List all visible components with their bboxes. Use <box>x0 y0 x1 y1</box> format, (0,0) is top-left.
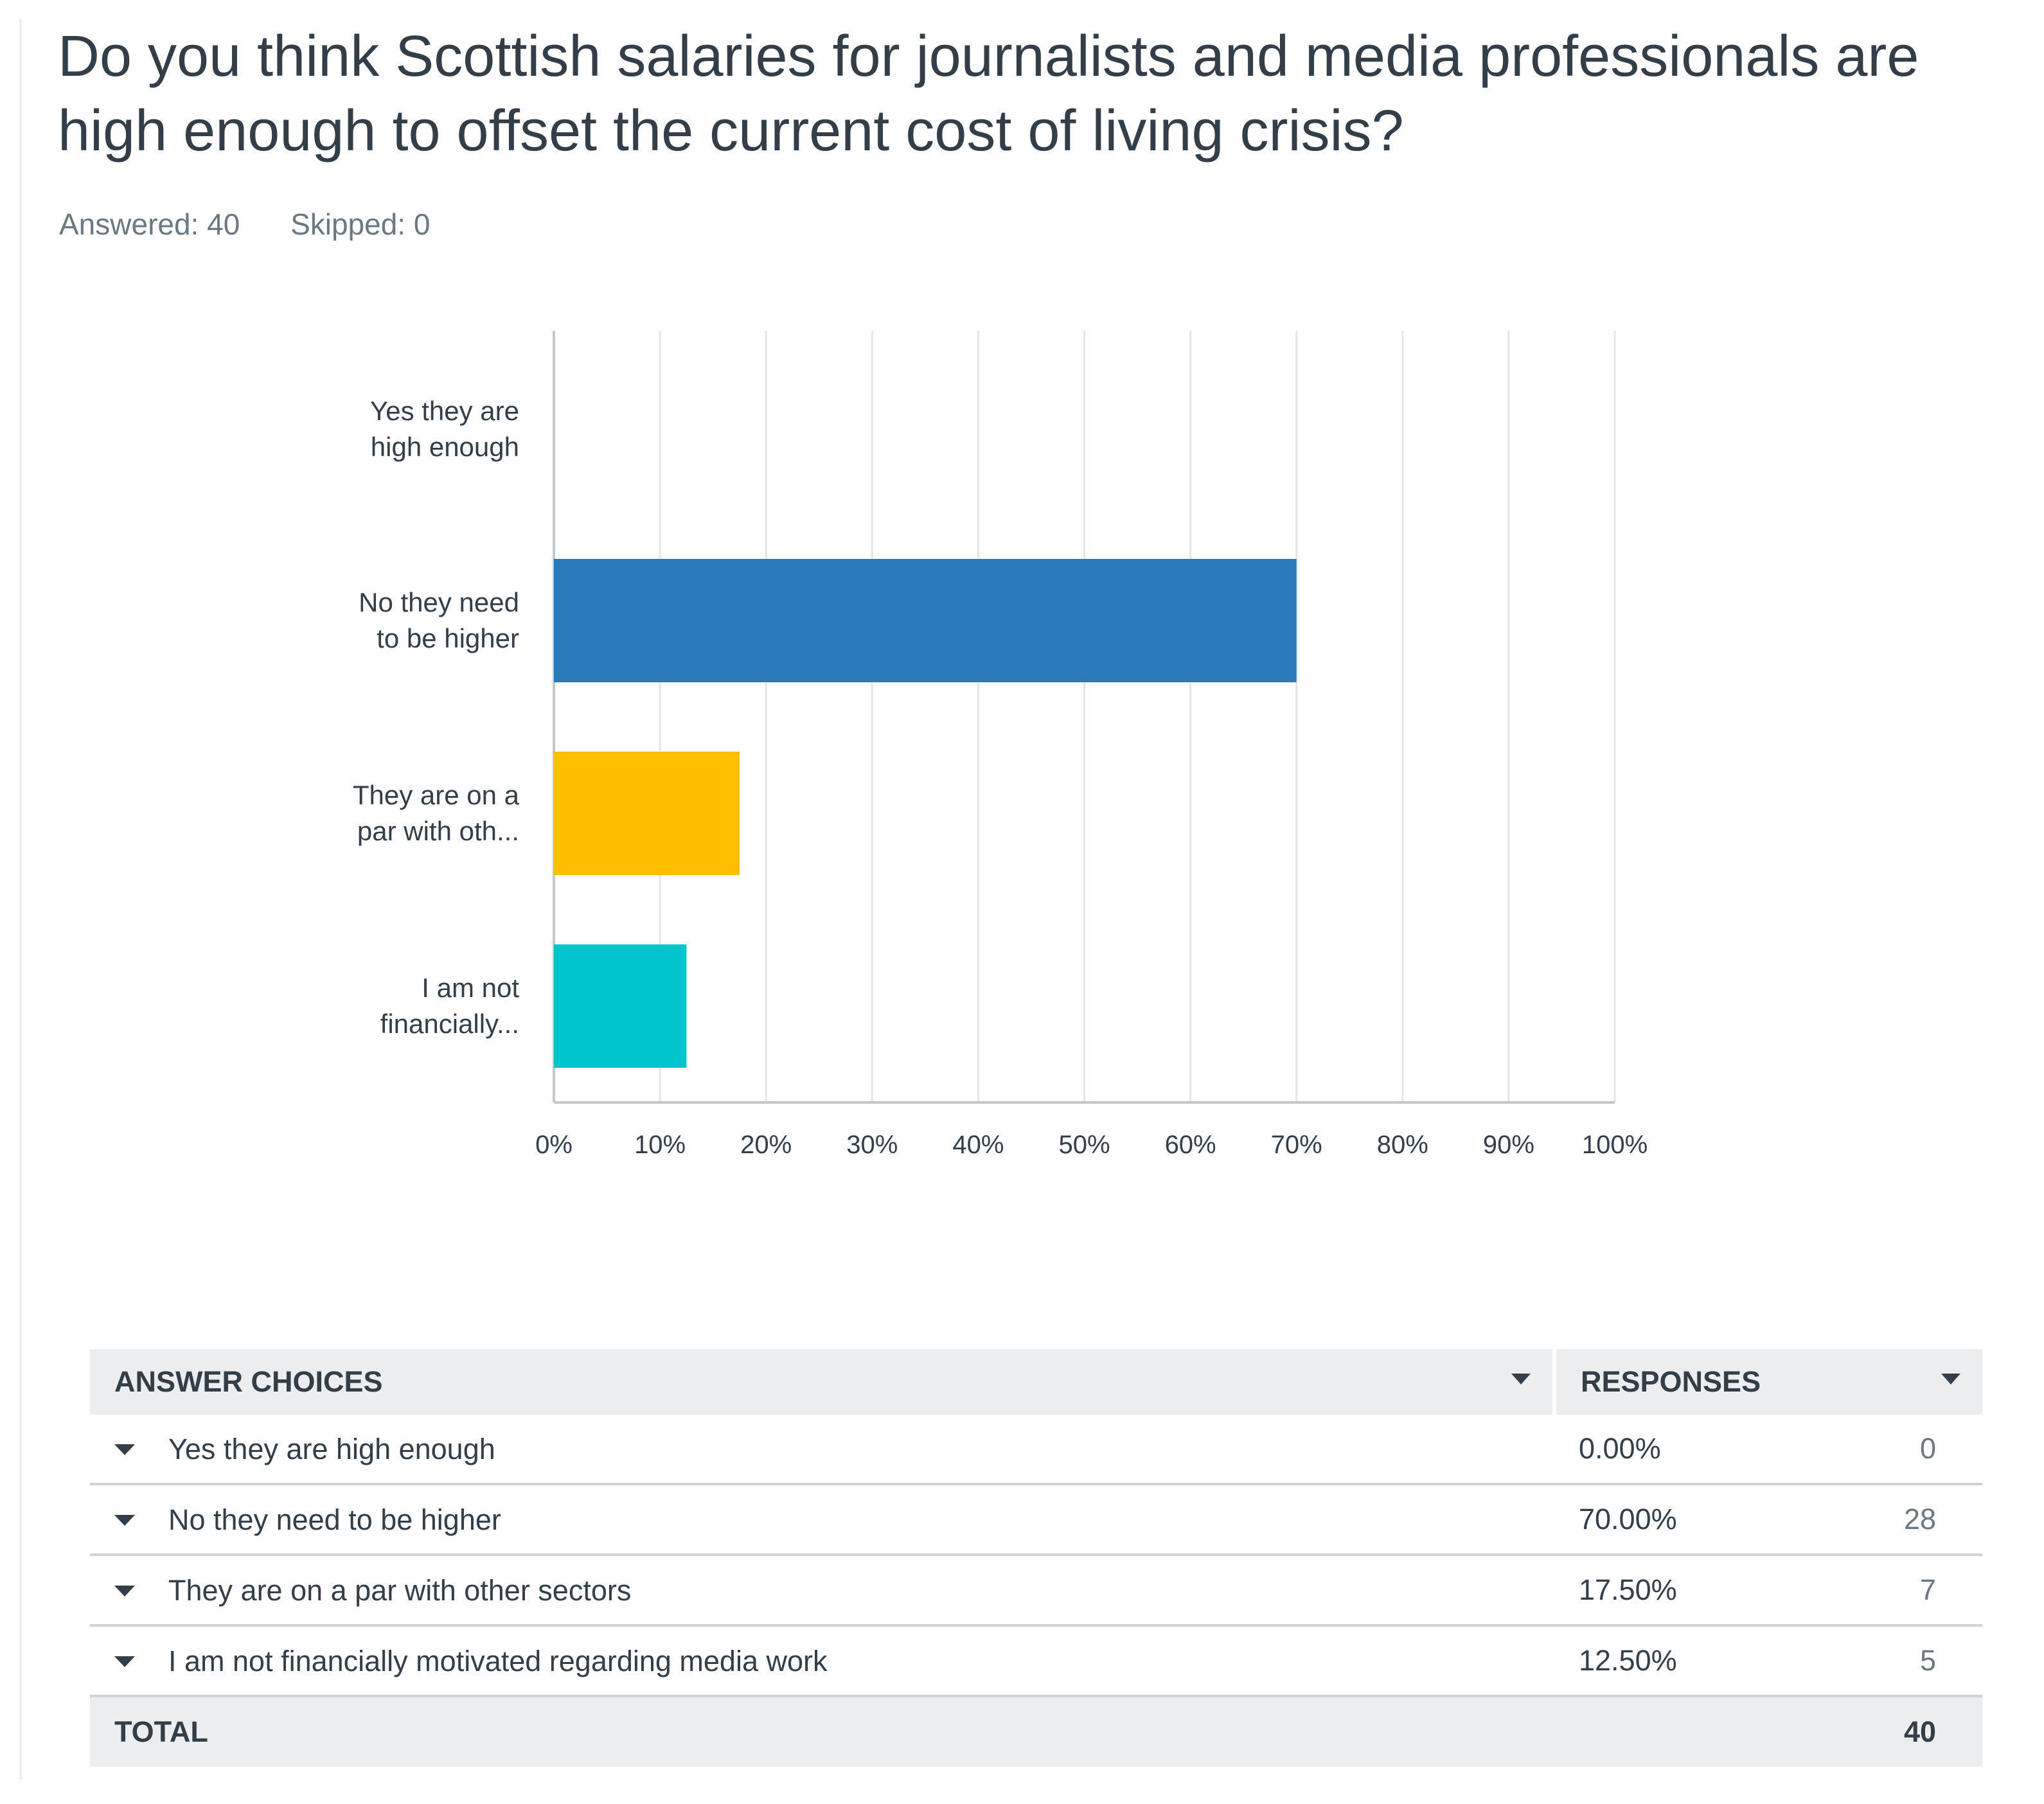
bar-chart: 0% 10% 20% 30% 40% 50% 60% 70% 80% 90% 100% Yes the… <box>353 331 1648 1159</box>
category-label-line: high enough <box>371 432 519 462</box>
response-count: 5 <box>1814 1625 1982 1697</box>
results-table: ANSWER CHOICES RESPONSES Yes they are hi… <box>90 1349 1982 1767</box>
sort-caret-icon[interactable] <box>1511 1374 1531 1384</box>
table-row: No they need to be higher 70.00% 28 <box>90 1484 1982 1556</box>
category-label-line: They are on a <box>353 780 520 810</box>
answer-choice-cell: I am not financially motivated regarding… <box>90 1625 1554 1697</box>
response-count: 7 <box>1814 1555 1982 1627</box>
table-row: They are on a par with other sectors 17.… <box>90 1555 1982 1627</box>
answer-choice-text: Yes they are high enough <box>168 1433 495 1466</box>
answer-choice-cell: They are on a par with other sectors <box>90 1555 1554 1627</box>
category-label-line: I am not <box>422 973 519 1003</box>
x-tick-label: 20% <box>740 1131 792 1159</box>
x-tick-label: 100% <box>1582 1131 1648 1159</box>
answer-choice-text: I am not financially motivated regarding… <box>168 1645 828 1678</box>
x-tick-label: 60% <box>1165 1131 1216 1159</box>
x-tick-label: 90% <box>1483 1131 1534 1159</box>
table-row: Yes they are high enough 0.00% 0 <box>90 1415 1982 1485</box>
category-label: They are on a par with oth... <box>353 780 520 846</box>
answer-choice-text: No they need to be higher <box>168 1503 501 1537</box>
x-tick-label: 10% <box>634 1131 686 1159</box>
x-tick-label: 70% <box>1271 1131 1322 1159</box>
expand-caret-icon[interactable] <box>114 1586 135 1597</box>
answer-choice-cell: Yes they are high enough <box>90 1415 1554 1485</box>
x-tick-label: 80% <box>1377 1131 1428 1159</box>
response-count: 0 <box>1814 1415 1982 1485</box>
expand-caret-icon[interactable] <box>114 1444 135 1456</box>
sort-caret-icon[interactable] <box>1941 1374 1960 1384</box>
category-label-line: to be higher <box>377 623 519 653</box>
table-row: I am not financially motivated regarding… <box>90 1625 1982 1697</box>
category-label-line: financially... <box>380 1009 519 1039</box>
response-percent: 0.00% <box>1554 1415 1815 1485</box>
answer-choice-cell: No they need to be higher <box>90 1484 1554 1556</box>
answered-count: Answered: 40 <box>59 208 240 241</box>
response-meta: Answered: 40 Skipped: 0 <box>59 207 430 242</box>
table-header-row: ANSWER CHOICES RESPONSES <box>90 1349 1982 1415</box>
question-title: Do you think Scottish salaries for journ… <box>58 24 1919 163</box>
expand-caret-icon[interactable] <box>114 1656 135 1668</box>
responses-header[interactable]: RESPONSES <box>1554 1349 1982 1415</box>
response-count: 28 <box>1814 1484 1982 1556</box>
category-label: Yes they are high enough <box>370 396 519 462</box>
category-label-line: No they need <box>359 587 519 617</box>
response-percent: 70.00% <box>1554 1484 1815 1556</box>
expand-caret-icon[interactable] <box>114 1515 135 1526</box>
bar <box>554 752 740 875</box>
x-tick-label: 30% <box>846 1131 898 1159</box>
category-label-line: Yes they are <box>370 396 519 426</box>
response-percent: 12.50% <box>1554 1625 1815 1697</box>
category-label: No they need to be higher <box>359 587 519 653</box>
total-row: TOTAL 40 <box>90 1696 1982 1767</box>
page-left-border <box>19 19 22 1780</box>
response-percent: 17.50% <box>1554 1555 1815 1627</box>
bar <box>554 559 1297 682</box>
answer-choices-header[interactable]: ANSWER CHOICES <box>90 1349 1556 1415</box>
total-label: TOTAL <box>90 1696 1815 1767</box>
skipped-count: Skipped: 0 <box>290 208 431 241</box>
x-tick-label: 0% <box>535 1131 573 1159</box>
x-tick-label: 50% <box>1058 1131 1110 1159</box>
answer-choice-text: They are on a par with other sectors <box>168 1574 632 1607</box>
category-label: I am not financially... <box>380 973 520 1039</box>
category-label-line: par with oth... <box>357 816 519 846</box>
bar <box>554 944 687 1068</box>
total-count: 40 <box>1814 1696 1982 1767</box>
x-tick-label: 40% <box>952 1131 1004 1159</box>
